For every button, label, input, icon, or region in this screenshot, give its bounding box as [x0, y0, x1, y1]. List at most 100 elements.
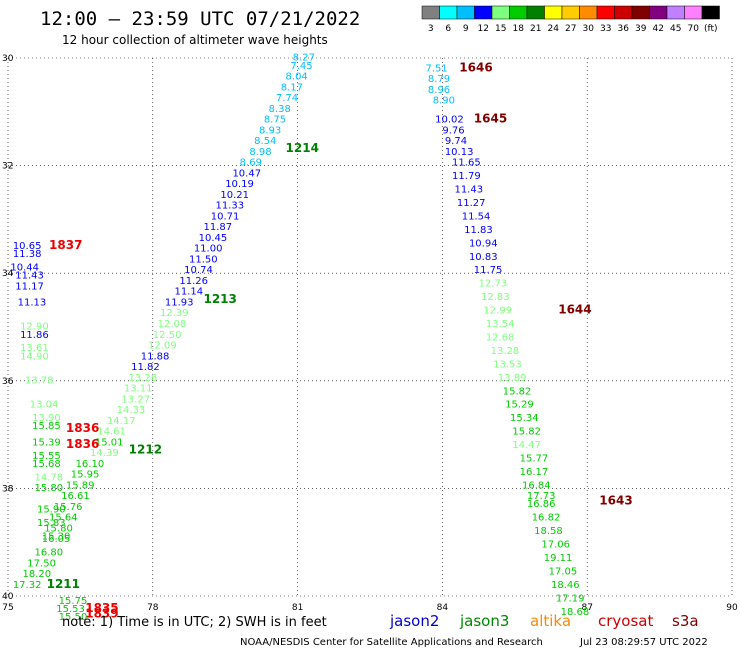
swh-label: 8.27: [293, 53, 315, 64]
swh-label: 11.93: [165, 297, 194, 308]
swh-label: 11.27: [457, 198, 486, 209]
pass-time-label: 1835: [85, 601, 118, 615]
swh-label: 8.17: [281, 82, 303, 93]
x-tick-label: 81: [292, 603, 303, 613]
swh-label: 15.85: [32, 421, 61, 432]
colorbar-swatch: [526, 5, 545, 20]
swh-label: 14.47: [512, 440, 541, 451]
swh-label: 16.84: [522, 480, 551, 491]
swh-label: 13.27: [121, 394, 150, 405]
y-tick-label: 36: [2, 377, 14, 387]
swh-label: 18.68: [561, 607, 590, 618]
swh-label: 17.50: [27, 558, 56, 569]
swh-label: 12.73: [479, 279, 508, 290]
swh-label: 13.61: [20, 343, 49, 354]
colorbar-label: 36: [618, 24, 630, 34]
swh-label: 10.83: [469, 252, 498, 263]
swh-label: 11.14: [175, 287, 204, 298]
swh-label: 18.20: [22, 569, 51, 580]
swh-label: 13.89: [498, 373, 527, 384]
pass-time-label: 1645: [474, 112, 507, 126]
swh-label: 16.82: [532, 513, 561, 524]
swh-label: 15.50: [59, 612, 88, 623]
colorbar-swatch: [596, 5, 615, 20]
swh-label: 7.74: [276, 93, 298, 104]
satellite-legend-s3a: s3a: [672, 612, 699, 630]
swh-label: 16.86: [527, 499, 556, 510]
swh-label: 15.68: [32, 459, 61, 470]
y-tick-label: 40: [2, 592, 14, 602]
colorbar-label: 3: [428, 24, 434, 34]
colorbar-swatch: [421, 5, 440, 20]
satellite-legend-jason3: jason3: [459, 612, 509, 630]
swh-label: 18.46: [551, 580, 580, 591]
swh-label: 11.83: [464, 225, 493, 236]
swh-label: 10.71: [211, 211, 240, 222]
colorbar-label: 27: [565, 24, 576, 34]
y-tick-label: 34: [2, 269, 14, 279]
swh-label: 11.38: [13, 249, 42, 260]
swh-label: 15.75: [59, 596, 88, 607]
swh-label: 8.38: [269, 104, 291, 115]
colorbar-swatch: [474, 5, 493, 20]
colorbar-swatch: [439, 5, 458, 20]
swh-label: 16.17: [520, 467, 549, 478]
colorbar-label: 12: [478, 24, 489, 34]
swh-label: 10.19: [225, 179, 254, 190]
y-tick-label: 30: [2, 54, 14, 64]
swh-label: 18.58: [534, 526, 563, 537]
swh-label: 15.29: [505, 400, 534, 411]
swh-label: 7.45: [290, 61, 312, 72]
swh-label: 14.33: [117, 405, 146, 416]
swh-label: 17.19: [556, 593, 585, 604]
swh-label: 17.05: [549, 566, 578, 577]
swh-label: 11.88: [141, 351, 170, 362]
swh-label: 10.94: [469, 238, 498, 249]
swh-label: 11.13: [18, 297, 47, 308]
swh-label: 12.68: [486, 332, 515, 343]
colorbar-label: 39: [635, 24, 647, 34]
pass-time-label: 1837: [49, 238, 82, 252]
colorbar-label: 45: [670, 24, 681, 34]
swh-label: 13.04: [30, 400, 59, 411]
chart-subtitle: 12 hour collection of altimeter wave hei…: [62, 33, 328, 47]
swh-label: 11.17: [15, 281, 44, 292]
colorbar-label: 9: [463, 24, 469, 34]
swh-label: 15.89: [66, 480, 95, 491]
swh-label: 14.90: [20, 351, 49, 362]
swh-label: 8.96: [428, 85, 450, 96]
colorbar-swatch: [579, 5, 598, 20]
swh-label: 17.32: [13, 580, 42, 591]
colorbar-legend: 3 6 9 12 15 18 21 24 27 30 33 36 39 42 45 70 (ft): [421, 5, 720, 34]
colorbar-label: 70: [688, 24, 700, 34]
swh-label: 11.00: [194, 244, 223, 255]
colorbar-swatch: [544, 5, 563, 20]
colorbar-swatch: [614, 5, 633, 20]
swh-label: 14.17: [107, 416, 136, 427]
swh-label: 19.11: [544, 553, 573, 564]
swh-label: 16.80: [35, 548, 64, 559]
swh-label: 12.83: [481, 292, 510, 303]
pass-time-label: 1212: [129, 442, 162, 456]
swh-label: 7.51: [426, 63, 448, 74]
swh-label: 14.39: [90, 448, 119, 459]
pass-time-label: 1836: [66, 421, 99, 435]
colorbar-swatch: [684, 5, 703, 20]
swh-label: 15.64: [49, 513, 78, 524]
swh-label: 15.82: [503, 386, 532, 397]
pass-time-label: 1836: [66, 437, 99, 451]
pass-time-label: 1644: [558, 303, 591, 317]
swh-label: 8.98: [249, 147, 271, 158]
swh-label: 13.11: [124, 384, 153, 395]
swh-label: 10.74: [184, 265, 213, 276]
swh-label: 13.53: [493, 359, 522, 370]
swh-label: 17.06: [541, 540, 570, 551]
swh-label: 12.09: [148, 341, 177, 352]
swh-label: 11.26: [179, 276, 208, 287]
swh-label: 10.65: [13, 241, 42, 252]
swh-label: 15.95: [71, 470, 100, 481]
satellite-legend-jason2: jason2: [389, 612, 439, 630]
swh-label: 10.21: [220, 190, 249, 201]
colorbar-swatch: [561, 5, 580, 20]
swh-label: 12.08: [158, 319, 187, 330]
